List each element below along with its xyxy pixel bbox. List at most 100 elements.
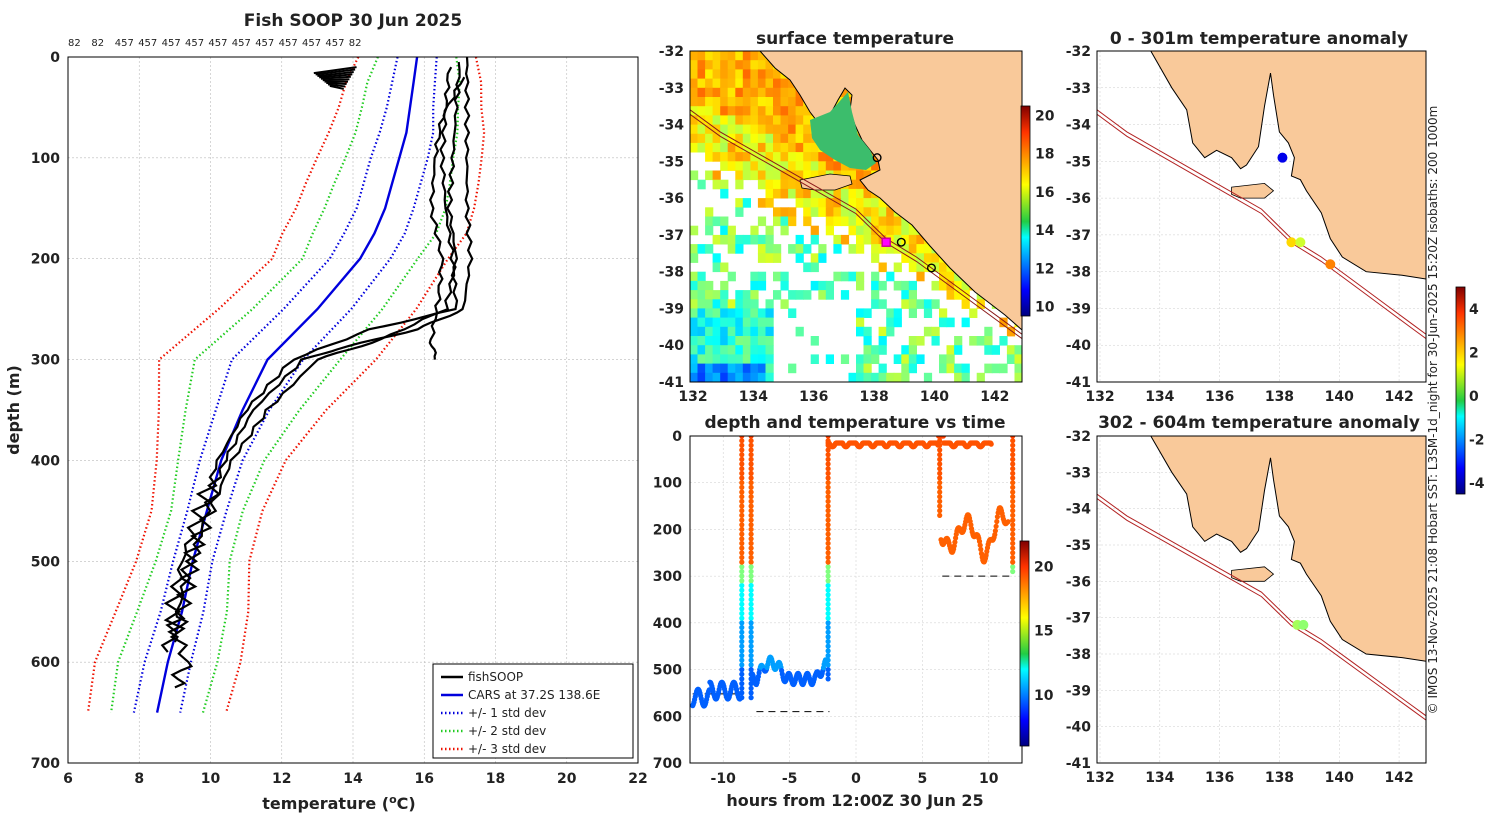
anomaly-map-1-title: 0 - 301m temperature anomaly xyxy=(1110,29,1408,49)
sst-cell xyxy=(795,244,804,254)
sst-cell xyxy=(727,115,736,125)
ts-point xyxy=(977,542,983,548)
ts-point xyxy=(1010,540,1016,547)
sst-cell xyxy=(735,152,744,162)
sst-cell xyxy=(810,161,819,171)
sst-cell xyxy=(788,115,797,125)
sst-cell xyxy=(863,354,872,364)
sst-cell xyxy=(750,345,759,355)
sst-cell xyxy=(757,78,767,89)
ts-point xyxy=(1010,522,1016,528)
sst-cell xyxy=(765,170,774,181)
sst-stations xyxy=(872,153,936,273)
profile-legend: fishSOOP CARS at 37.2S 138.6E +/- 1 std de… xyxy=(432,663,634,759)
ts-ytick: 700 xyxy=(653,756,682,772)
ts-point xyxy=(825,606,831,612)
sst-cell xyxy=(780,170,789,181)
sst-cell xyxy=(803,198,812,208)
ts-point xyxy=(748,498,754,504)
profile-ytick: 100 xyxy=(31,151,60,167)
sst-cell xyxy=(893,225,902,236)
sst-cell xyxy=(765,152,774,162)
ts-point xyxy=(1010,503,1016,509)
sst-cell xyxy=(803,124,812,135)
fish-surface-trace xyxy=(326,82,347,86)
sst-cell xyxy=(833,207,842,217)
sst-cell xyxy=(931,253,940,263)
ts-point xyxy=(739,512,745,519)
ts-point xyxy=(825,667,831,673)
sst-cell xyxy=(697,345,706,355)
sst-cell xyxy=(961,280,970,291)
sst-cell xyxy=(735,97,744,107)
sst-cell xyxy=(765,244,774,254)
map-ytick: -35 xyxy=(1066,154,1091,170)
ts-point xyxy=(748,587,754,593)
ts-point xyxy=(1010,480,1016,486)
ts-point xyxy=(825,634,831,640)
ts-point xyxy=(739,624,745,631)
map-xtick: 140 xyxy=(1325,770,1354,786)
sst-cell xyxy=(848,372,857,382)
anomaly-colorbar-label: 4 xyxy=(1469,302,1479,318)
sst-cell xyxy=(825,225,834,236)
sst-cell xyxy=(833,188,842,199)
sst-cell xyxy=(780,115,789,125)
sst-cell xyxy=(750,170,759,181)
sst-cell xyxy=(705,124,714,135)
sst-cell xyxy=(727,152,736,162)
sst-cell xyxy=(742,372,751,382)
ts-point xyxy=(748,578,754,584)
sst-cell xyxy=(863,308,872,318)
ts-point xyxy=(1010,568,1016,575)
profile-grid xyxy=(67,56,639,764)
sst-cell xyxy=(893,308,902,318)
sst-cell xyxy=(901,354,910,364)
ts-point xyxy=(748,620,754,626)
ts-point xyxy=(825,512,831,519)
map-ytick: -32 xyxy=(1066,429,1091,445)
ts-point xyxy=(1010,438,1016,444)
sst-cell xyxy=(727,271,736,282)
ts-point xyxy=(748,470,754,476)
sst-cell xyxy=(697,69,706,79)
ts-point xyxy=(825,624,831,631)
sst-cell xyxy=(712,363,721,374)
sst-cell xyxy=(720,234,729,245)
sst-cell xyxy=(735,51,744,61)
sst-cell xyxy=(1006,354,1016,364)
fish-surface-trace xyxy=(315,68,356,76)
ts-point xyxy=(739,508,745,514)
sst-cell xyxy=(954,280,963,291)
std-3-line xyxy=(86,57,360,713)
ts-point xyxy=(994,518,1000,525)
map-xtick: 136 xyxy=(799,389,828,405)
sst-cell xyxy=(750,234,759,245)
map-ytick: -34 xyxy=(659,118,685,134)
sst-cell xyxy=(742,87,751,98)
sst-cell xyxy=(901,253,910,263)
profile-title: Fish SOOP 30 Jun 2025 xyxy=(244,11,462,31)
ts-point xyxy=(825,526,831,533)
sst-cell xyxy=(923,299,933,309)
ts-point xyxy=(1010,554,1016,561)
sst-cell xyxy=(742,299,751,309)
ts-point xyxy=(748,690,754,696)
sst-cell xyxy=(750,124,759,135)
sst-cell xyxy=(735,234,744,245)
ts-point xyxy=(1010,536,1016,542)
sst-cell xyxy=(720,161,729,171)
map-ytick: -33 xyxy=(659,81,684,97)
ts-point xyxy=(937,461,943,467)
sst-cell xyxy=(735,372,744,382)
ts-point xyxy=(748,452,754,458)
sst-cell xyxy=(697,106,706,116)
sst-cell xyxy=(856,188,865,199)
sst-cell xyxy=(697,372,706,382)
sst-colorbar-label: 16 xyxy=(1035,185,1054,201)
sst-cell xyxy=(856,244,865,254)
ts-point xyxy=(739,540,745,547)
map-ytick: -37 xyxy=(1066,611,1091,627)
sst-cell xyxy=(742,170,751,181)
sst-cell xyxy=(788,308,797,318)
